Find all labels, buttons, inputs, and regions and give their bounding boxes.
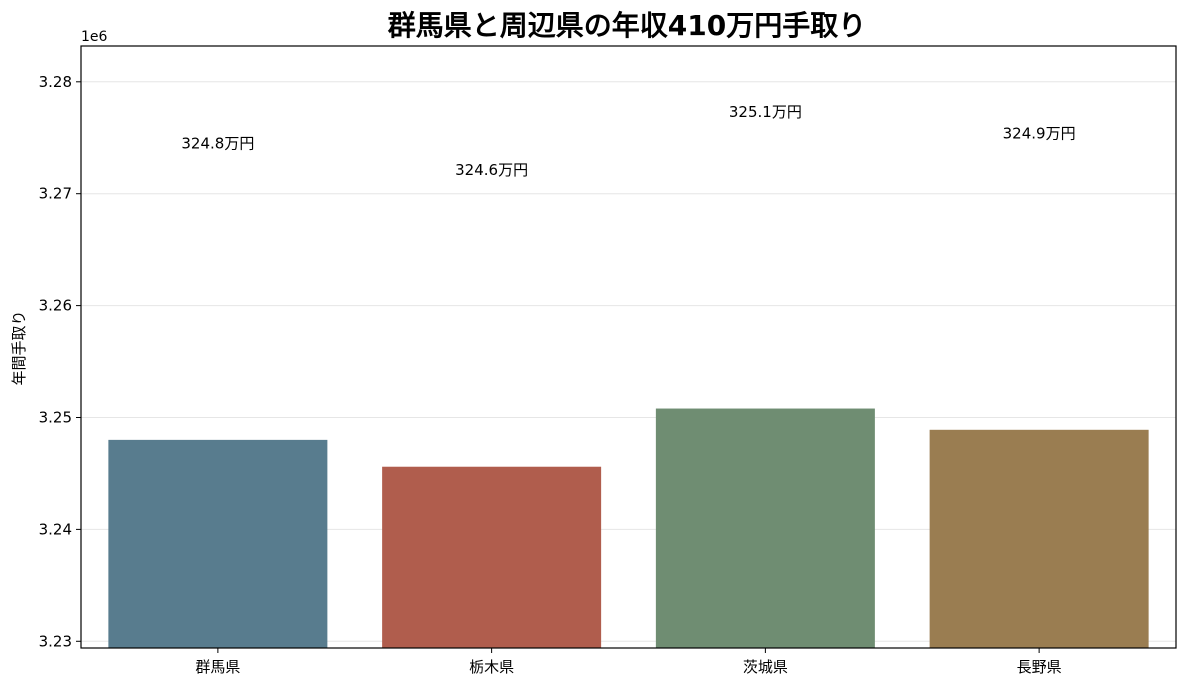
data-label-2: 324.6万円 (455, 161, 528, 179)
x-tick-label: 群馬県 (195, 658, 240, 676)
x-tick-label: 長野県 (1017, 658, 1062, 676)
plot-frame (80, 45, 1177, 649)
data-labels: 324.8万円 324.6万円 325.1万円 324.9万円 (181, 103, 1075, 179)
chart-title: 群馬県と周辺県の年収410万円手取り (388, 9, 866, 42)
y-axis-offset-label: 1e6 (81, 29, 108, 45)
bar-1 (108, 439, 328, 648)
bar-3 (655, 408, 875, 648)
y-axis-label: 年間手取り (10, 310, 28, 385)
x-tick-label: 栃木県 (469, 658, 514, 676)
bars (108, 408, 1149, 648)
y-tick-label: 3.27 (39, 185, 72, 203)
y-tick-label: 3.23 (39, 632, 72, 650)
y-tick-label: 3.24 (39, 520, 72, 538)
bar-4 (929, 429, 1149, 648)
bar-2 (382, 466, 602, 648)
data-label-3: 325.1万円 (729, 103, 802, 121)
data-label-1: 324.8万円 (181, 134, 254, 152)
axes: 3.23 3.24 3.25 3.26 3.27 3.28 群馬県 栃木県 茨城県 長野県 (39, 45, 1177, 676)
y-tick-label: 3.25 (39, 408, 72, 426)
data-label-4: 324.9万円 (1003, 124, 1076, 142)
y-tick-label: 3.26 (39, 297, 72, 315)
x-tick-label: 茨城県 (743, 658, 788, 676)
y-tick-label: 3.28 (39, 73, 72, 91)
